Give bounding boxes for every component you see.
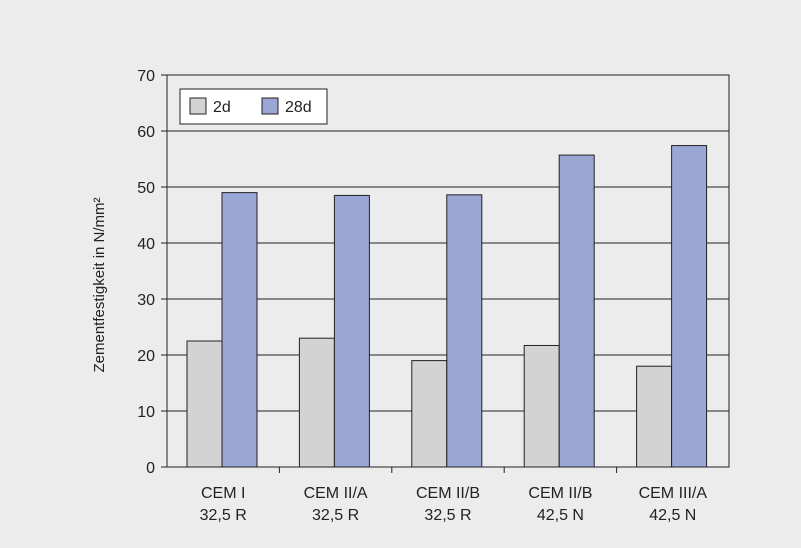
- y-tick-label: 70: [137, 68, 155, 85]
- legend-label-28d: 28d: [285, 99, 312, 116]
- x-tick-label: CEM II/B: [528, 485, 592, 502]
- x-tick-label: 42,5 N: [537, 507, 584, 524]
- y-tick-label: 50: [137, 180, 155, 197]
- x-tick-label: 32,5 R: [312, 507, 359, 524]
- bar-28d-0: [221, 192, 258, 468]
- bar-2d-0: [186, 340, 223, 468]
- x-tick-label: CEM II/A: [304, 485, 368, 502]
- bar-2d-3: [523, 344, 560, 468]
- legend-swatch-2d: [189, 97, 207, 115]
- bar-28d-3: [558, 154, 595, 468]
- y-axis: 0 10 20 30 40 50 60 70: [137, 68, 167, 477]
- x-tick-label: CEM I: [201, 485, 245, 502]
- y-tick-label: 60: [137, 124, 155, 141]
- legend: 2d 28d: [179, 88, 328, 125]
- x-tick-label: 32,5 R: [424, 507, 471, 524]
- y-tick-label: 30: [137, 292, 155, 309]
- bar-2d-4: [636, 365, 673, 468]
- y-tick-label: 20: [137, 348, 155, 365]
- bar-2d-1: [298, 337, 335, 468]
- bar-28d-2: [446, 194, 483, 468]
- x-tick-label: CEM III/A: [639, 485, 708, 502]
- x-tick-label: CEM II/B: [416, 485, 480, 502]
- bar-2d-2: [411, 360, 448, 468]
- bars: [186, 145, 708, 468]
- bar-28d-1: [333, 194, 370, 468]
- y-tick-label: 0: [146, 460, 155, 477]
- plot-area: [166, 74, 730, 468]
- legend-swatch-28d: [261, 97, 279, 115]
- x-tick-label: 42,5 N: [649, 507, 696, 524]
- y-tick-label: 10: [137, 404, 155, 421]
- legend-label-2d: 2d: [213, 99, 231, 116]
- x-axis: CEM I 32,5 R CEM II/A 32,5 R CEM II/B 32,5 R C…: [200, 467, 708, 524]
- bar-28d-4: [671, 145, 708, 468]
- x-tick-label: 32,5 R: [200, 507, 247, 524]
- y-tick-label: 40: [137, 236, 155, 253]
- y-axis-label: Zementfestigkeit in N/mm²: [91, 197, 108, 372]
